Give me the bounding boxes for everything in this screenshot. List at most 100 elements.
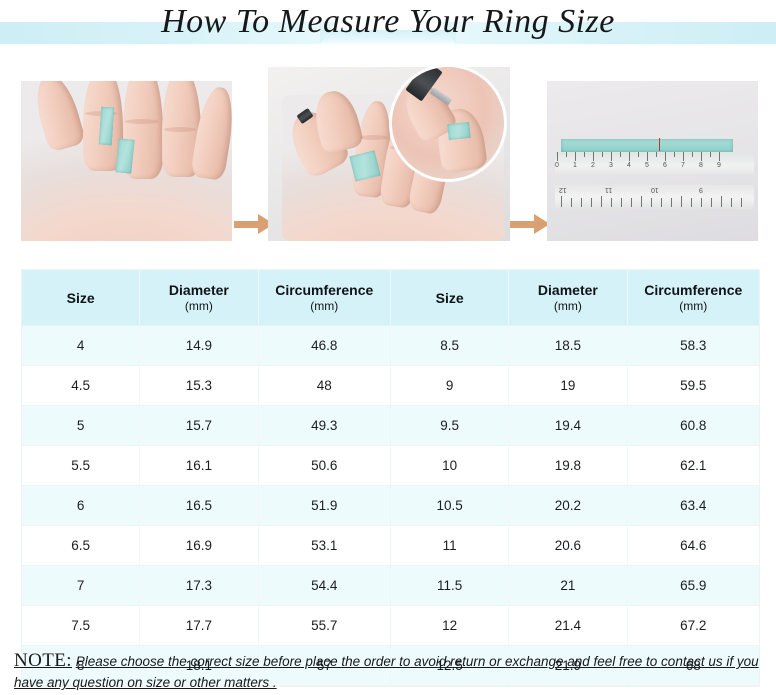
table-cell: 6.5 — [22, 525, 141, 566]
table-cell: 12.5 — [391, 645, 510, 686]
table-row: 8 18.1 57 — [22, 645, 390, 686]
instruction-photo-strip: 0 1 2 3 4 5 6 7 8 9 12 11 10 9 — [0, 48, 776, 263]
table-row: 7 17.3 54.4 — [22, 565, 390, 606]
table-cell: 68 — [627, 645, 759, 686]
arrow-shaft — [234, 221, 260, 228]
table-row: 7.5 17.7 55.7 — [22, 605, 390, 646]
table-cell: 51.9 — [258, 485, 390, 526]
table-header-row: Size Diameter (mm) Circumference (mm) — [22, 270, 390, 326]
column-unit: (mm) — [679, 299, 708, 313]
column-label: Diameter — [168, 282, 229, 298]
table-cell: 62.1 — [627, 445, 759, 486]
column-header-size: Size — [22, 270, 141, 326]
table-cell: 16.1 — [139, 445, 259, 486]
table-cell: 11 — [391, 525, 510, 566]
table-cell: 20.6 — [508, 525, 628, 566]
step-2-photo — [268, 67, 510, 241]
table-row: 5.5 16.1 50.6 — [22, 445, 390, 486]
header-ribbon-right — [440, 22, 776, 44]
table-row: 11 20.6 64.6 — [391, 525, 759, 566]
table-cell: 60.8 — [627, 405, 759, 446]
column-label: Diameter — [537, 282, 598, 298]
size-table-right: Size Diameter (mm) Circumference (mm) 8.… — [391, 270, 759, 686]
column-header-size: Size — [391, 270, 510, 326]
table-cell: 4.5 — [22, 365, 141, 406]
column-label: Circumference — [644, 282, 743, 298]
ruler-upper-scale: 0 1 2 3 4 5 6 7 8 9 — [555, 152, 754, 174]
table-row: 4 14.9 46.8 — [22, 325, 390, 366]
table-cell: 58.3 — [627, 325, 759, 366]
table-cell: 12 — [391, 605, 510, 646]
table-cell: 65.9 — [627, 565, 759, 606]
table-row: 4.5 15.3 48 — [22, 365, 390, 406]
column-header-circumference: Circumference (mm) — [258, 270, 390, 326]
table-cell: 8.5 — [391, 325, 510, 366]
table-cell: 19.8 — [508, 445, 628, 486]
table-body-left: 4 14.9 46.8 4.5 15.3 48 5 15.7 49.3 5.5 16.1 50.6 6 1… — [22, 325, 390, 686]
column-header-circumference: Circumference (mm) — [627, 270, 759, 326]
table-cell: 17.7 — [139, 605, 259, 646]
table-cell: 10.5 — [391, 485, 510, 526]
table-cell: 63.4 — [627, 485, 759, 526]
column-unit: (mm) — [184, 299, 213, 313]
knuckle-crease — [360, 135, 388, 140]
column-unit: (mm) — [553, 299, 582, 313]
table-cell: 59.5 — [627, 365, 759, 406]
note-section: NOTE: Please choose the correct size bef… — [14, 650, 762, 693]
table-cell: 49.3 — [258, 405, 390, 446]
table-row: 9 19 59.5 — [391, 365, 759, 406]
table-cell: 7.5 — [22, 605, 141, 646]
table-cell: 21.9 — [508, 645, 628, 686]
table-cell: 21 — [508, 565, 628, 606]
table-cell: 18.5 — [508, 325, 628, 366]
knuckle-crease — [125, 119, 159, 124]
table-cell: 21.4 — [508, 605, 628, 646]
table-cell: 48 — [258, 365, 390, 406]
column-header-diameter: Diameter (mm) — [508, 270, 628, 326]
table-cell: 10 — [391, 445, 510, 486]
table-cell: 46.8 — [258, 325, 390, 366]
note-label: NOTE: — [14, 650, 72, 671]
arrow-head — [534, 214, 550, 234]
column-label: Size — [66, 289, 95, 306]
table-cell: 8 — [22, 645, 141, 686]
column-label: Circumference — [275, 282, 374, 298]
table-cell: 55.7 — [258, 605, 390, 646]
page-header: How To Measure Your Ring Size — [0, 0, 776, 48]
table-cell: 16.9 — [139, 525, 259, 566]
table-row: 10 19.8 62.1 — [391, 445, 759, 486]
paper-strip — [98, 106, 115, 146]
table-cell: 9.5 — [391, 405, 510, 446]
table-row: 5 15.7 49.3 — [22, 405, 390, 446]
measured-paper-strip — [561, 139, 733, 152]
table-cell: 5.5 — [22, 445, 141, 486]
column-unit: (mm) — [310, 299, 339, 313]
table-cell: 11.5 — [391, 565, 510, 606]
header-ribbon-left — [0, 22, 336, 44]
table-cell: 9 — [391, 365, 510, 406]
table-cell: 5 — [22, 405, 141, 446]
table-cell: 6 — [22, 485, 141, 526]
table-row: 10.5 20.2 63.4 — [391, 485, 759, 526]
table-row: 9.5 19.4 60.8 — [391, 405, 759, 446]
table-cell: 50.6 — [258, 445, 390, 486]
note-body: Please choose the correct size before pl… — [14, 654, 759, 690]
table-cell: 54.4 — [258, 565, 390, 606]
table-cell: 4 — [22, 325, 141, 366]
table-cell: 67.2 — [627, 605, 759, 646]
column-label: Size — [435, 289, 464, 306]
table-body-right: 8.5 18.5 58.3 9 19 59.5 9.5 19.4 60.8 10 19.8 62.1 1… — [391, 325, 759, 686]
table-row: 6 16.5 51.9 — [22, 485, 390, 526]
table-header-row: Size Diameter (mm) Circumference (mm) — [391, 270, 759, 326]
ring-size-table-right: Size Diameter (mm) Circumference (mm) 8.… — [390, 270, 759, 686]
table-cell: 19.4 — [508, 405, 628, 446]
step-3-photo: 0 1 2 3 4 5 6 7 8 9 12 11 10 9 — [547, 81, 758, 241]
table-cell: 64.6 — [627, 525, 759, 566]
table-row: 12.5 21.9 68 — [391, 645, 759, 686]
table-row: 6.5 16.9 53.1 — [22, 525, 390, 566]
inset-paper-strip — [447, 121, 471, 141]
arrow-right-icon-2 — [510, 214, 552, 234]
